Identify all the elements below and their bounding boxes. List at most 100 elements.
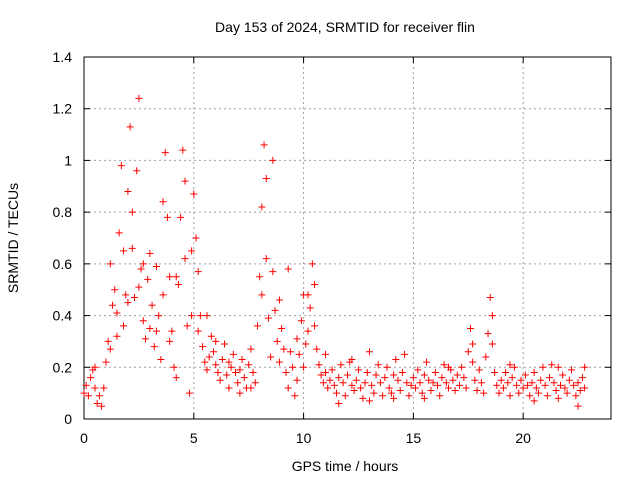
data-point	[477, 379, 485, 387]
data-point	[576, 387, 584, 395]
data-point	[126, 123, 134, 131]
data-point	[348, 381, 356, 389]
data-point	[131, 293, 139, 301]
y-tick-label: 1.2	[53, 101, 73, 117]
data-point	[548, 361, 556, 369]
data-point	[561, 384, 569, 392]
data-point	[225, 384, 233, 392]
data-point	[359, 394, 367, 402]
data-point	[168, 327, 176, 335]
data-point	[504, 379, 512, 387]
data-point	[491, 368, 499, 376]
data-point	[354, 366, 362, 374]
data-point	[394, 376, 402, 384]
data-point	[337, 361, 345, 369]
data-point	[420, 371, 428, 379]
data-point	[284, 265, 292, 273]
data-point	[115, 229, 123, 237]
data-point	[236, 366, 244, 374]
data-point	[155, 312, 163, 320]
data-point	[455, 381, 463, 389]
data-point	[434, 381, 442, 389]
data-point	[374, 361, 382, 369]
data-point	[524, 381, 532, 389]
y-tick-label: 0.4	[53, 308, 73, 324]
data-point	[273, 337, 281, 345]
data-point	[385, 384, 393, 392]
data-point	[412, 384, 420, 392]
data-point	[95, 392, 103, 400]
data-point	[396, 387, 404, 395]
data-point	[192, 234, 200, 242]
data-point	[236, 389, 244, 397]
data-point	[581, 363, 589, 371]
data-point	[431, 368, 439, 376]
data-point	[152, 327, 160, 335]
data-point	[267, 353, 275, 361]
data-point	[350, 387, 358, 395]
data-point	[269, 156, 277, 164]
data-point	[232, 368, 240, 376]
data-point	[293, 376, 301, 384]
data-point	[199, 343, 207, 351]
data-point	[414, 366, 422, 374]
chart-title: Day 153 of 2024, SRMTID for receiver fli…	[215, 19, 475, 35]
data-point	[120, 247, 128, 255]
data-point	[344, 371, 351, 379]
data-point	[401, 350, 409, 358]
data-point	[128, 244, 136, 252]
data-point	[122, 291, 130, 299]
data-point	[148, 301, 156, 309]
data-point	[286, 348, 294, 356]
data-point	[515, 389, 523, 397]
data-point	[466, 325, 474, 332]
data-point	[335, 399, 343, 407]
data-point	[528, 379, 536, 387]
data-point	[227, 363, 235, 371]
data-point	[365, 348, 373, 356]
y-tick-label: 0.2	[53, 359, 73, 375]
data-point	[80, 389, 88, 397]
data-point	[418, 389, 426, 397]
data-point	[581, 384, 589, 392]
data-point	[135, 94, 143, 102]
data-point	[517, 376, 525, 384]
data-point	[554, 394, 562, 402]
data-point	[161, 149, 169, 157]
data-point	[462, 384, 470, 392]
data-point	[563, 389, 571, 397]
data-point	[526, 392, 534, 400]
data-point	[111, 286, 119, 294]
data-point	[398, 368, 406, 376]
data-point	[565, 376, 573, 384]
data-point	[146, 325, 154, 332]
data-point	[93, 399, 101, 407]
data-point	[480, 389, 488, 397]
data-point	[278, 325, 286, 332]
data-point	[370, 389, 378, 397]
data-point	[194, 268, 202, 276]
data-point	[383, 363, 391, 371]
data-point	[234, 379, 242, 387]
data-point	[578, 374, 586, 382]
data-point	[502, 368, 510, 376]
data-point	[330, 381, 338, 389]
data-point	[387, 389, 395, 397]
data-point	[425, 376, 433, 384]
data-point	[304, 291, 312, 299]
data-point	[442, 379, 450, 387]
data-point	[205, 353, 213, 361]
data-point	[376, 379, 384, 387]
x-tick-label: 10	[296, 430, 312, 446]
data-point	[363, 368, 371, 376]
data-point	[201, 358, 209, 366]
data-point	[104, 337, 112, 345]
data-point	[207, 332, 215, 340]
x-axis-label: GPS time / hours	[292, 458, 399, 474]
data-point	[328, 366, 336, 374]
data-point	[166, 337, 174, 345]
data-point	[550, 379, 558, 387]
data-point	[445, 363, 453, 371]
data-point	[124, 187, 132, 195]
